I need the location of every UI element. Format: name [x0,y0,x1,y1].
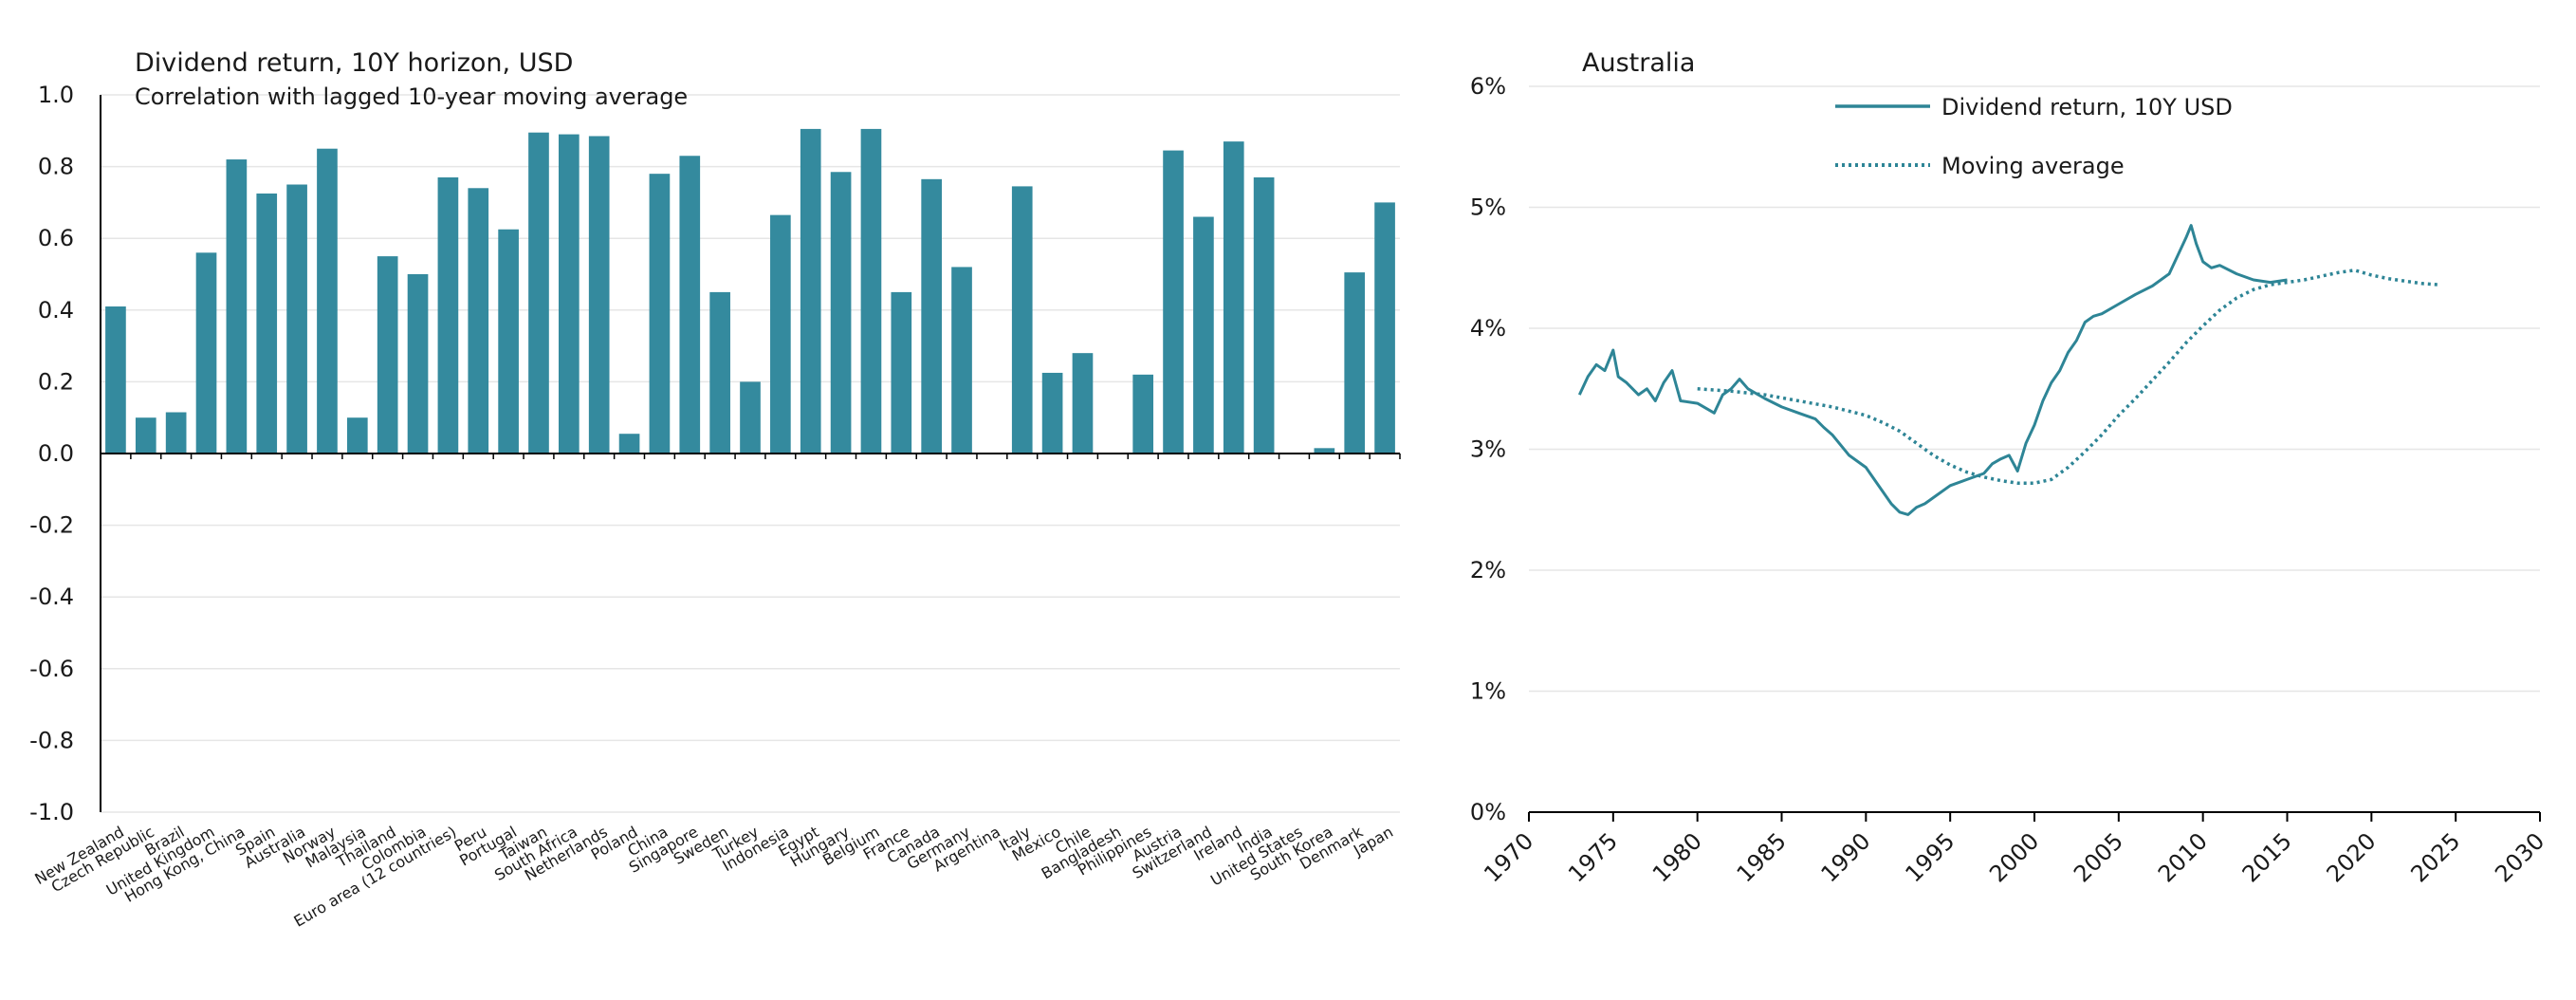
line-chart: 6% 5% 4% 3% 2% 1% 0% 1970 1975 1980 1985 1990 1995 2… [1470,48,2549,887]
bar-euro-area-12-countries- [437,176,459,454]
bar-chart-y-tick-label: 0.2 [38,368,74,395]
bar-chile [1072,353,1094,454]
line-chart-y-tick-label: 5% [1470,194,1506,221]
bar-chart-title: Dividend return, 10Y horizon, USD [135,48,573,78]
line-chart-x-tick-label: 2030 [2490,827,2549,887]
bar-singapore [679,156,701,454]
bar-france [891,291,912,454]
bar-united-kingdom [195,252,217,454]
bar-new-zealand [105,306,126,454]
bar-canada [921,178,942,454]
bar-chart-y-tick-label: 0.0 [38,440,74,467]
line-chart-x-tick-label: 1975 [1563,827,1623,887]
bar-netherlands [588,136,610,454]
bar-philippines [1132,374,1154,454]
series-moving-average-line [1697,269,2439,485]
legend-label-dividend-return: Dividend return, 10Y USD [1941,94,2233,120]
line-chart-x-ticks: 1970 1975 1980 1985 1990 1995 2000 2005 2010 2015… [1479,827,2549,887]
line-chart-x-tick-label: 1980 [1647,827,1707,887]
bar-italy [1011,186,1033,454]
bar-denmark [1344,272,1366,454]
bar-south-korea [1314,448,1335,454]
line-chart-title: Australia [1582,48,1695,78]
bar-spain [256,193,278,454]
bar-australia [286,184,307,454]
line-chart-y-tick-label: 6% [1470,73,1506,100]
bar-portugal [498,229,519,454]
bar-chart-y-tick-label: -0.2 [29,512,74,539]
bar-austria [1163,150,1184,454]
bar-south-africa [559,134,580,454]
line-chart-y-ticks: 6% 5% 4% 3% 2% 1% 0% [1470,73,1506,825]
bar-chart-axes [100,95,1401,812]
line-chart-x-tick-label: 2000 [1984,827,2044,887]
bar-malaysia [346,417,368,454]
bar-belgium [860,128,882,454]
line-chart-y-tick-label: 4% [1470,315,1506,342]
bar-egypt [800,128,821,454]
line-chart-x-tick-label: 1985 [1732,827,1792,887]
bar-turkey [740,381,761,454]
bar-ireland [1223,141,1244,454]
bar-colombia [407,274,429,454]
line-chart-y-tick-label: 3% [1470,436,1506,463]
bar-japan [1374,202,1395,454]
bar-brazil [165,412,187,454]
line-chart-axes [1528,811,2541,822]
bar-chart-y-tick-label: -0.8 [29,727,74,753]
bar-chart-y-tick-label: 0.6 [38,225,74,251]
line-chart-y-tick-label: 2% [1470,557,1506,583]
bar-peru [468,188,489,454]
line-chart-x-tick-label: 2025 [2405,827,2465,887]
bar-chart-y-tick-label: 0.8 [38,154,74,180]
line-chart-x-tick-label: 2005 [2069,827,2128,887]
bar-china [649,174,671,454]
bar-poland [618,434,640,454]
line-chart-x-tick-label: 1970 [1479,827,1538,887]
bar-thailand [377,256,398,454]
series-dividend-return-line [1577,224,2288,516]
bar-chart-y-tick-label: 0.4 [38,297,74,324]
bar-hungary [830,172,852,454]
bar-chart-subtitle: Correlation with lagged 10-year moving a… [135,83,688,110]
line-chart-x-tick-label: 2015 [2237,827,2297,887]
bar-chart-y-ticks: 1.0 0.8 0.6 0.4 0.2 0.0 -0.2 -0.4 -0.6 -0.8 -1.0 [29,82,74,825]
bar-chart-y-tick-label: -0.6 [29,656,74,682]
line-chart-legend: Dividend return, 10Y USD Moving average [1835,94,2233,179]
line-chart-gridlines [1529,85,2540,693]
bar-chart-bars [105,128,1395,454]
line-chart-series [1577,224,2439,516]
legend-label-moving-average: Moving average [1941,153,2125,179]
bar-india [1253,176,1275,454]
bar-chart-y-tick-label: 1.0 [38,82,74,108]
bar-chart-y-tick-label: -0.4 [29,583,74,610]
bar-taiwan [528,132,549,454]
bar-germany [951,267,972,454]
line-chart-x-tick-label: 2020 [2322,827,2382,887]
line-chart-y-tick-label: 0% [1470,799,1506,825]
line-chart-y-tick-label: 1% [1470,678,1506,705]
bar-hong-kong-china [226,159,248,454]
line-chart-x-tick-label: 2010 [2153,827,2213,887]
bar-sweden [709,291,730,454]
bar-chart-y-tick-label: -1.0 [29,799,74,825]
bar-chart: 1.0 0.8 0.6 0.4 0.2 0.0 -0.2 -0.4 -0.6 -0.8 -1.0 N… [29,48,1401,931]
bar-indonesia [770,214,791,454]
bar-czech-republic [135,417,156,454]
bar-norway [317,148,338,454]
line-chart-x-tick-label: 1990 [1816,827,1876,887]
line-chart-x-tick-label: 1995 [1900,827,1960,887]
bar-mexico [1041,372,1063,454]
bar-switzerland [1193,216,1214,454]
